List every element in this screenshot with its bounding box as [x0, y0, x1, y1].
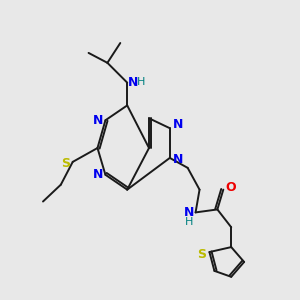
Text: H: H	[184, 217, 193, 227]
Text: S: S	[61, 158, 70, 170]
Text: N: N	[93, 114, 104, 127]
Text: S: S	[197, 248, 206, 260]
Text: H: H	[137, 76, 145, 87]
Text: N: N	[128, 76, 138, 89]
Text: N: N	[93, 168, 104, 181]
Text: N: N	[184, 206, 194, 219]
Text: N: N	[172, 118, 183, 131]
Text: N: N	[172, 153, 183, 167]
Text: O: O	[225, 181, 236, 194]
